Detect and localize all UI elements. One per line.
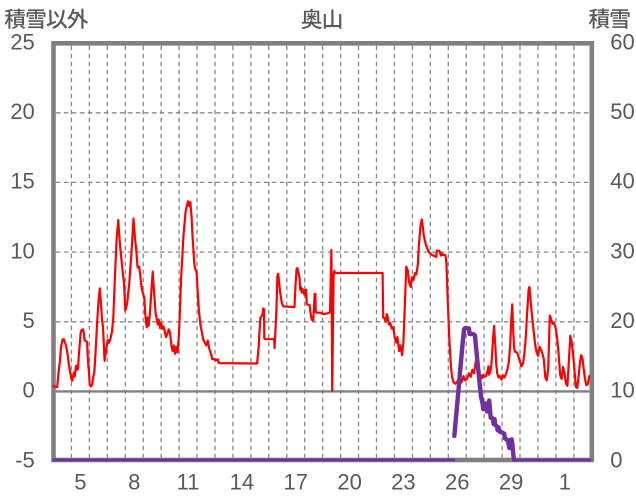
svg-text:40: 40 bbox=[610, 169, 634, 194]
svg-text:10: 10 bbox=[10, 238, 34, 263]
svg-text:0: 0 bbox=[23, 378, 35, 403]
svg-text:20: 20 bbox=[10, 99, 34, 124]
svg-text:26: 26 bbox=[445, 470, 469, 495]
svg-text:50: 50 bbox=[610, 99, 634, 124]
svg-text:5: 5 bbox=[23, 308, 35, 333]
svg-text:20: 20 bbox=[337, 470, 361, 495]
svg-text:11: 11 bbox=[177, 470, 200, 495]
svg-text:60: 60 bbox=[610, 29, 634, 54]
svg-text:30: 30 bbox=[610, 238, 634, 263]
svg-text:14: 14 bbox=[230, 470, 254, 495]
svg-text:10: 10 bbox=[610, 378, 634, 403]
svg-text:17: 17 bbox=[283, 470, 307, 495]
svg-text:23: 23 bbox=[391, 470, 415, 495]
svg-text:8: 8 bbox=[128, 470, 140, 495]
svg-text:29: 29 bbox=[499, 470, 523, 495]
svg-text:1: 1 bbox=[559, 470, 571, 495]
svg-text:15: 15 bbox=[10, 169, 34, 194]
svg-text:20: 20 bbox=[610, 308, 634, 333]
svg-text:-5: -5 bbox=[15, 447, 35, 472]
svg-text:25: 25 bbox=[10, 29, 34, 54]
svg-text:5: 5 bbox=[74, 470, 86, 495]
svg-text:0: 0 bbox=[610, 447, 622, 472]
